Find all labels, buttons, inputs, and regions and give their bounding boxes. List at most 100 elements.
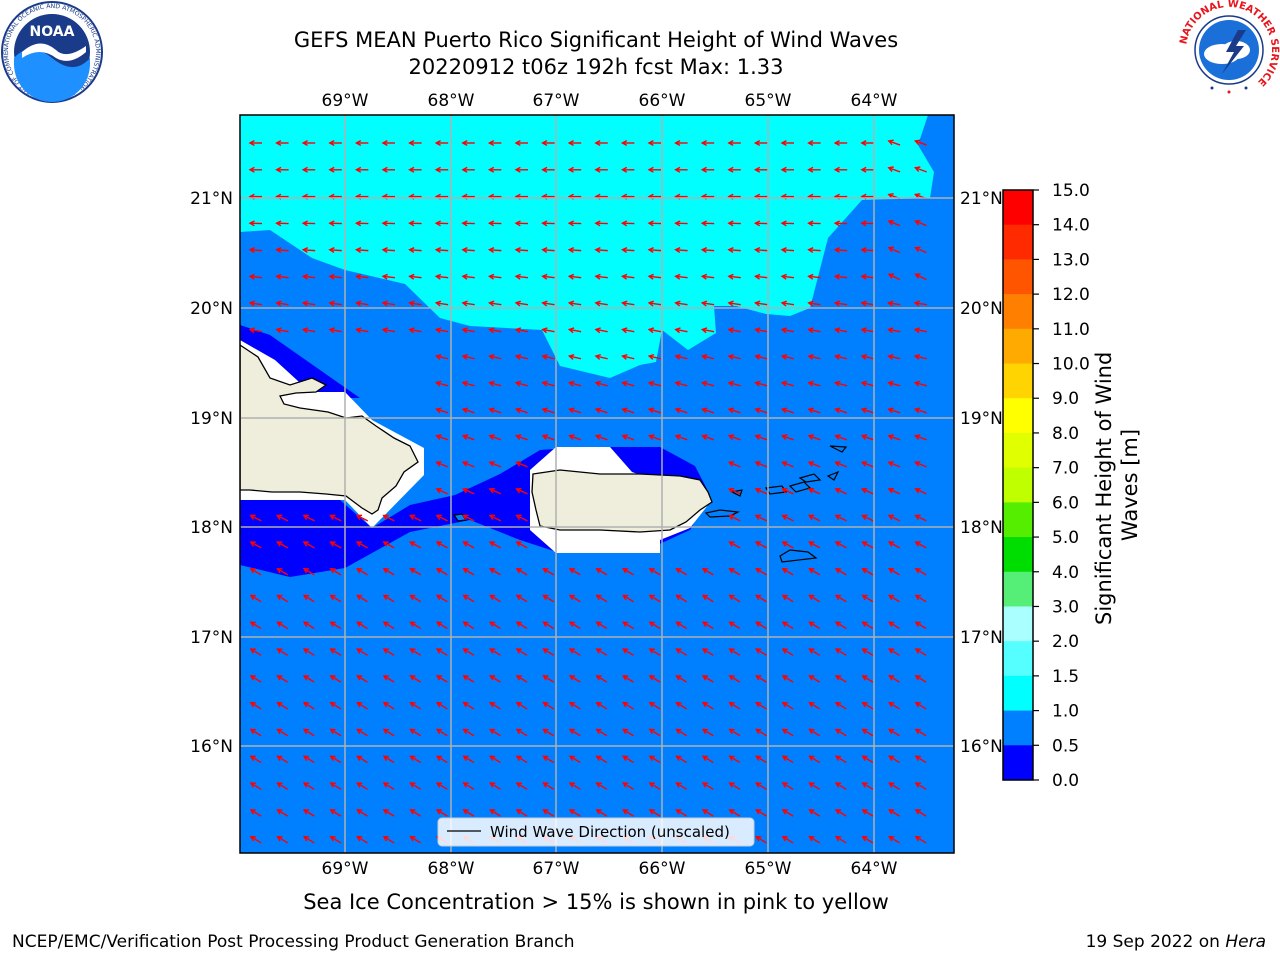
wave-direction-arrow — [834, 594, 847, 603]
wave-direction-arrow — [860, 407, 874, 414]
wave-direction-arrow — [833, 273, 848, 280]
colorbar-tick-label: 14.0 — [1052, 216, 1090, 236]
wave-direction-arrow — [408, 514, 422, 522]
colorbar-tick-label: 11.0 — [1052, 320, 1090, 340]
wave-direction-arrow — [888, 594, 900, 603]
wave-direction-arrow — [461, 461, 475, 468]
wave-direction-arrow — [354, 220, 369, 227]
footer-host: Hera — [1225, 932, 1266, 952]
wave-direction-arrow — [301, 166, 316, 173]
wave-direction-arrow — [356, 648, 368, 656]
wave-direction-arrow — [435, 434, 449, 441]
wave-direction-arrow — [887, 514, 901, 522]
wave-direction-arrow — [780, 273, 795, 280]
wave-direction-arrow — [515, 782, 528, 790]
wave-direction-arrow — [808, 675, 821, 683]
wave-direction-arrow — [594, 300, 608, 307]
wave-direction-arrow — [302, 809, 315, 817]
wave-direction-arrow — [595, 648, 608, 656]
wave-direction-arrow — [754, 487, 768, 495]
wave-direction-arrow — [755, 648, 767, 656]
wave-direction-arrow — [409, 835, 422, 844]
lon-tick-label: 67°W — [533, 91, 580, 111]
wave-direction-arrow — [700, 220, 715, 227]
wave-direction-arrow — [621, 380, 635, 387]
wave-direction-arrow — [354, 273, 369, 280]
wave-direction-arrow — [435, 621, 448, 630]
wave-direction-arrow — [914, 273, 927, 281]
wave-direction-arrow — [541, 327, 555, 334]
wave-direction-arrow — [728, 567, 741, 576]
wave-direction-arrow — [674, 327, 688, 334]
wave-direction-arrow — [753, 139, 768, 147]
wave-direction-arrow — [462, 514, 475, 522]
wave-direction-arrow — [755, 594, 767, 603]
wave-direction-arrow — [249, 621, 262, 630]
wave-direction-arrow — [648, 567, 661, 576]
wave-direction-arrow — [435, 648, 448, 656]
wave-direction-arrow — [620, 220, 635, 227]
wave-direction-arrow — [302, 621, 315, 630]
wave-direction-arrow — [568, 755, 581, 764]
wave-direction-arrow — [541, 139, 555, 147]
wave-direction-arrow — [487, 139, 502, 147]
wave-direction-arrow — [276, 728, 289, 737]
wave-direction-arrow — [329, 701, 342, 710]
wave-direction-arrow — [488, 300, 502, 307]
colorbar-tick-label: 9.0 — [1052, 389, 1079, 409]
wave-direction-arrow — [781, 835, 794, 844]
wave-direction-arrow — [674, 166, 688, 173]
wave-direction-arrow — [727, 327, 741, 334]
wave-direction-arrow — [754, 514, 768, 522]
wave-direction-arrow — [754, 354, 768, 360]
wave-direction-arrow — [488, 514, 502, 522]
wave-direction-arrow — [781, 621, 794, 630]
wave-direction-arrow — [754, 567, 767, 576]
wave-direction-arrow — [302, 594, 315, 603]
wave-direction-arrow — [594, 273, 608, 280]
wave-direction-arrow — [567, 354, 582, 360]
wave-direction-arrow — [328, 247, 342, 254]
lat-tick-label: 17°N — [190, 628, 233, 648]
wave-direction-arrow — [861, 621, 874, 630]
wave-direction-arrow — [275, 273, 289, 280]
wave-direction-arrow — [329, 594, 342, 603]
wave-direction-arrow — [860, 300, 874, 307]
wave-direction-arrow — [489, 809, 501, 817]
wave-direction-arrow — [248, 166, 262, 173]
wave-direction-arrow — [621, 354, 635, 360]
wave-direction-arrow — [887, 487, 901, 495]
wave-direction-arrow — [622, 594, 634, 603]
wave-direction-arrow — [807, 247, 821, 254]
wave-direction-arrow — [356, 621, 368, 630]
wave-direction-arrow — [514, 166, 528, 173]
wave-direction-arrow — [728, 621, 741, 630]
footer-date-text: 19 Sep 2022 on — [1085, 932, 1226, 952]
wave-direction-arrow — [275, 139, 289, 147]
wave-direction-arrow — [728, 728, 741, 737]
wave-direction-arrow — [648, 809, 661, 817]
wave-direction-arrow — [462, 621, 475, 630]
wave-direction-arrow — [780, 247, 795, 254]
wave-direction-arrow — [595, 755, 608, 764]
wave-direction-arrow — [434, 220, 449, 227]
colorbar-bin — [1003, 328, 1033, 365]
wave-direction-arrow — [888, 728, 900, 737]
wave-direction-arrow — [647, 354, 662, 360]
wave-direction-arrow — [914, 782, 927, 790]
graticule — [240, 115, 954, 853]
wave-direction-arrow — [434, 327, 449, 334]
wave-direction-arrow — [381, 300, 396, 307]
wave-direction-arrow — [861, 675, 874, 683]
wave-direction-arrow — [622, 701, 634, 710]
wave-direction-arrow — [808, 728, 821, 737]
wave-direction-arrow — [568, 701, 581, 710]
wave-direction-arrow — [648, 648, 661, 656]
wave-direction-arrow — [488, 354, 502, 360]
wave-direction-arrow — [807, 327, 821, 334]
wave-direction-arrow — [356, 809, 368, 817]
wave-direction-arrow — [568, 675, 581, 683]
wave-direction-arrow — [302, 514, 315, 522]
wave-direction-arrow — [541, 407, 555, 414]
wave-direction-arrow — [755, 809, 767, 817]
